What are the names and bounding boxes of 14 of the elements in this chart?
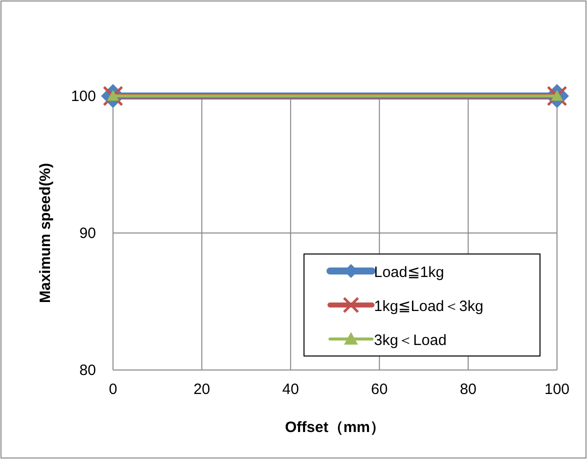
x-axis-title: Offset（mm） — [284, 419, 386, 436]
x-tick-label: 100 — [544, 381, 570, 398]
x-tick-label: 0 — [108, 381, 118, 398]
x-tick-label: 20 — [193, 381, 210, 398]
legend-label: 3kg＜Load — [374, 332, 447, 349]
x-tick-label: 40 — [282, 381, 299, 398]
x-tick-label: 80 — [460, 381, 477, 398]
y-tick-label: 90 — [79, 225, 96, 242]
y-tick-label: 80 — [79, 362, 96, 379]
legend-label: 1kg≦Load＜3kg — [374, 298, 484, 315]
y-tick-label: 100 — [70, 88, 96, 105]
x-tick-label: 60 — [371, 381, 388, 398]
legend-label: Load≦1kg — [374, 264, 444, 281]
y-axis-title: Maximum speed(%) — [37, 162, 54, 304]
